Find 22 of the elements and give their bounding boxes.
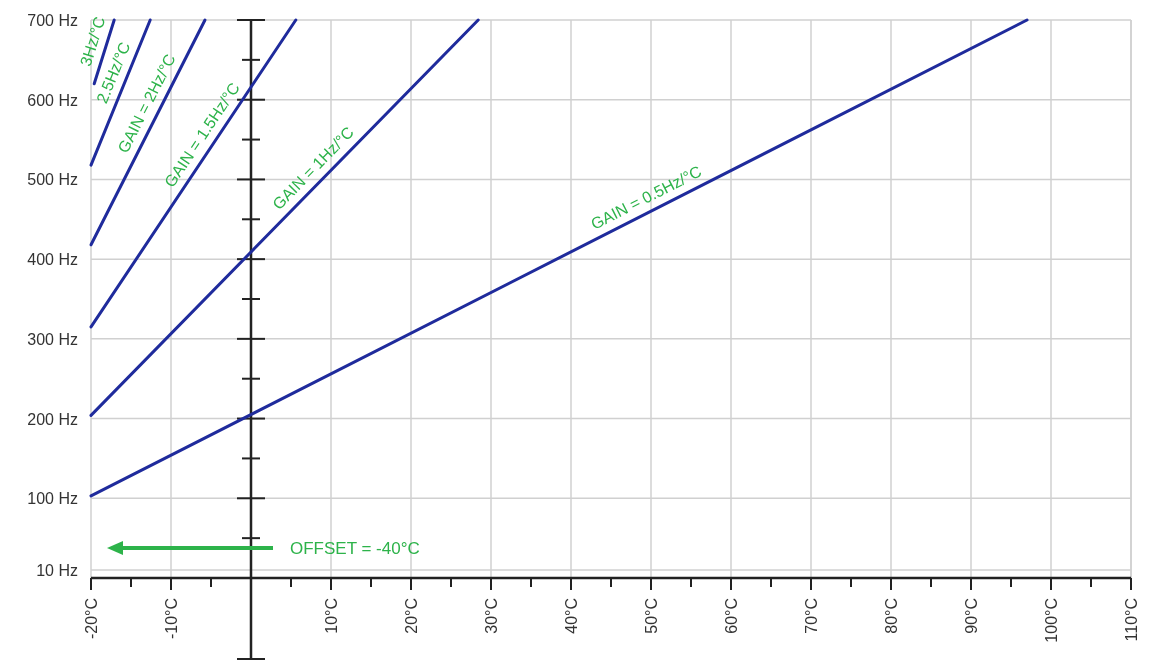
x-tick-label: 110°C bbox=[1123, 598, 1140, 642]
x-tick-label: 40°C bbox=[563, 598, 580, 634]
y-tick-label: 10 Hz bbox=[36, 562, 78, 580]
x-tick-label: -20°C bbox=[83, 598, 100, 640]
x-tick-label: 20°C bbox=[403, 598, 420, 634]
x-tick-label: 100°C bbox=[1043, 598, 1060, 643]
x-tick-label: 70°C bbox=[803, 598, 820, 634]
x-tick-label: 60°C bbox=[723, 598, 740, 634]
x-tick-label: 90°C bbox=[963, 598, 980, 634]
x-tick-label: 30°C bbox=[483, 598, 500, 634]
x-tick-label: -10°C bbox=[163, 598, 180, 640]
y-tick-label: 500 Hz bbox=[27, 171, 78, 189]
y-tick-label: 600 Hz bbox=[27, 91, 78, 109]
y-tick-label: 300 Hz bbox=[27, 330, 78, 348]
x-tick-label: 80°C bbox=[883, 598, 900, 634]
y-tick-label: 400 Hz bbox=[27, 251, 78, 269]
y-tick-label: 100 Hz bbox=[27, 490, 78, 508]
x-tick-label: 50°C bbox=[643, 598, 660, 634]
y-tick-label: 700 Hz bbox=[27, 12, 78, 29]
annotation: OFFSET = -40°C bbox=[290, 539, 420, 558]
y-tick-label: 200 Hz bbox=[27, 410, 78, 428]
x-tick-label: 10°C bbox=[323, 598, 340, 634]
